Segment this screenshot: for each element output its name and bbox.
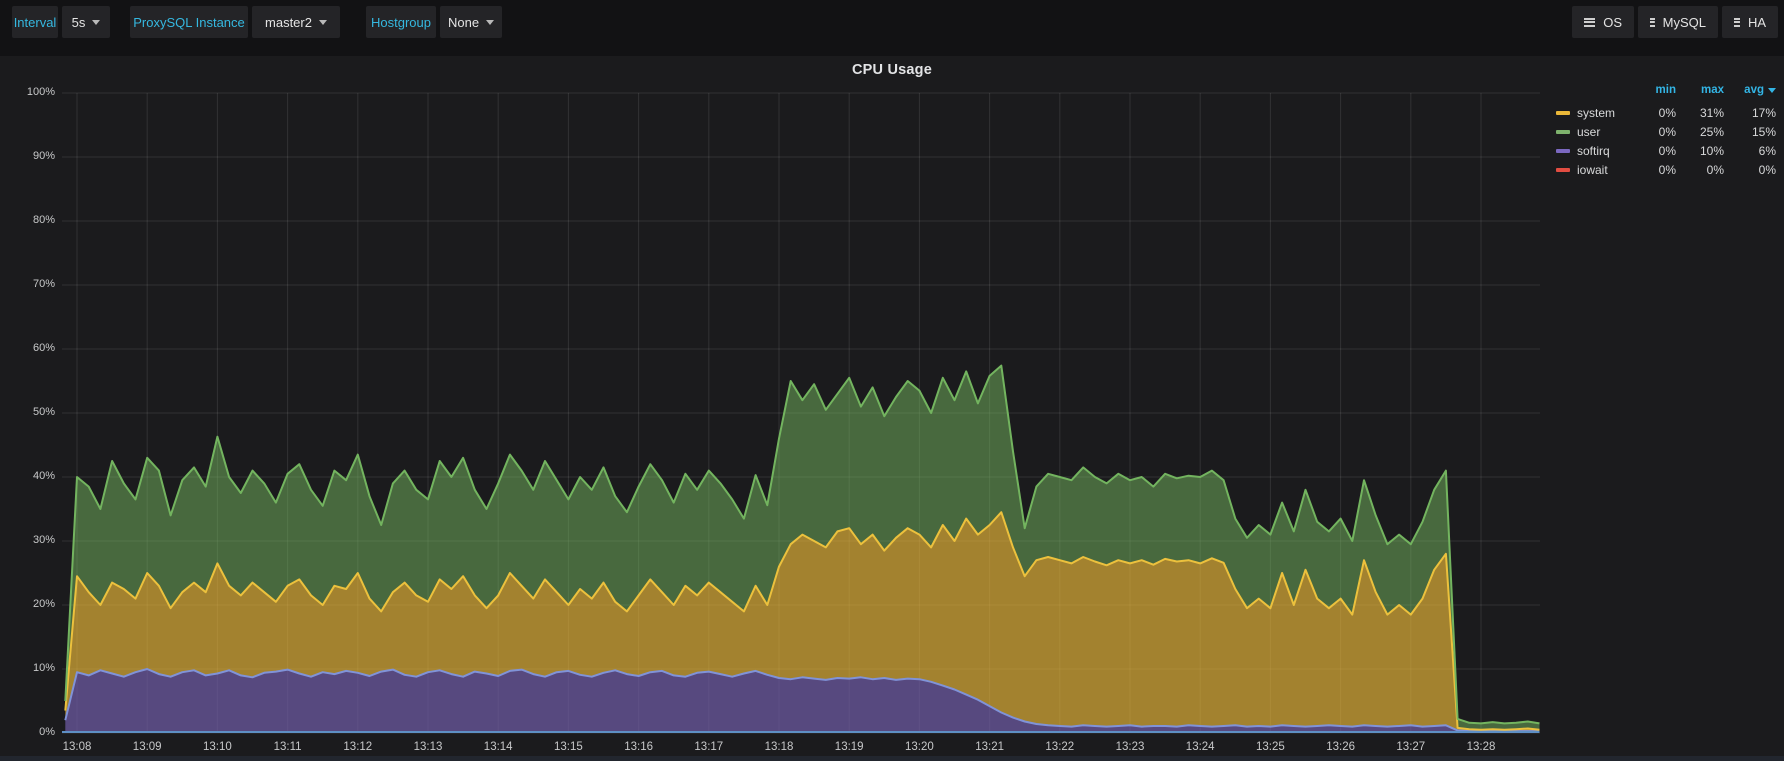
series-name[interactable]: iowait: [1577, 162, 1608, 177]
legend-sort-max[interactable]: max: [1700, 83, 1724, 96]
mysql-menu-button[interactable]: MySQL: [1638, 6, 1718, 38]
user-line: [64, 364, 1540, 725]
hostgroup-value-dropdown[interactable]: None: [440, 6, 502, 38]
hostgroup-label-button[interactable]: Hostgroup: [366, 6, 436, 38]
x-axis-tick-label: 13:14: [483, 741, 513, 753]
y-axis-tick-label: 60%: [32, 342, 55, 354]
panel-title[interactable]: CPU Usage: [852, 62, 932, 78]
x-axis-tick-label: 13:16: [624, 741, 653, 753]
series-avg-value: 6%: [1758, 143, 1776, 158]
x-axis-tick-label: 13:13: [413, 741, 443, 753]
caret-down-icon: [486, 19, 495, 25]
ha-menu-button[interactable]: HA: [1722, 6, 1778, 38]
hostgroup-value: None: [447, 14, 480, 30]
legend-header-row: min max avg: [1556, 80, 1776, 99]
menu-icon: [1734, 17, 1740, 27]
os-menu-button[interactable]: OS: [1572, 6, 1634, 38]
user-area: [65, 365, 1540, 730]
y-axis-tick-label: 50%: [32, 406, 55, 418]
legend-row-system: system 0% 31% 17%: [1556, 103, 1776, 122]
proxysql-instance-value-dropdown[interactable]: master2: [252, 6, 340, 38]
y-axis-tick-label: 10%: [32, 662, 55, 674]
x-axis-tick-label: 13:21: [975, 741, 1004, 753]
series-min-value: 0%: [1658, 143, 1676, 158]
series-max-value: 25%: [1699, 124, 1724, 139]
proxysql-instance-label-button[interactable]: ProxySQL Instance: [130, 6, 248, 38]
series-avg-value: 0%: [1758, 162, 1776, 177]
y-axis-tick-label: 30%: [32, 534, 55, 546]
x-axis-tick-label: 13:22: [1045, 741, 1075, 753]
x-axis-tick-label: 13:11: [273, 741, 302, 753]
x-axis-tick-label: 13:18: [764, 741, 794, 753]
proxysql-instance-value: master2: [265, 14, 312, 30]
series-avg-value: 15%: [1751, 124, 1776, 139]
series-max-value: 31%: [1699, 105, 1724, 120]
y-axis-tick-label: 90%: [32, 150, 55, 162]
legend-row-softirq: softirq 0% 10% 6%: [1556, 141, 1776, 160]
x-axis-tick-label: 13:15: [554, 741, 583, 753]
series-min-value: 0%: [1658, 124, 1676, 139]
mysql-menu-label: MySQL: [1662, 14, 1706, 30]
interval-value: 5s: [71, 14, 86, 30]
x-axis-tick-label: 13:09: [132, 741, 162, 753]
series-max-value: 10%: [1699, 143, 1724, 158]
x-axis-tick-label: 13:23: [1115, 741, 1145, 753]
y-axis-tick-label: 20%: [32, 598, 55, 610]
ha-menu-label: HA: [1747, 14, 1766, 30]
x-axis-tick-label: 13:25: [1256, 741, 1285, 753]
y-axis-tick-label: 0%: [39, 726, 55, 738]
hostgroup-label: Hostgroup: [371, 14, 431, 30]
y-axis-tick-label: 100%: [26, 86, 55, 98]
series-color-swatch[interactable]: [1556, 110, 1570, 115]
bottom-edge-strip: [0, 756, 1784, 761]
legend-sort-min[interactable]: min: [1655, 83, 1676, 96]
interval-label-button[interactable]: Interval: [12, 6, 58, 38]
x-axis-tick-label: 13:20: [905, 741, 934, 753]
y-axis-tick-label: 70%: [32, 278, 55, 290]
menu-icon: [1650, 17, 1655, 27]
softirq-line: [64, 668, 1540, 733]
x-axis-tick-label: 13:28: [1466, 741, 1496, 753]
menu-icon: [1584, 17, 1596, 27]
series-color-swatch[interactable]: [1556, 129, 1570, 134]
series-color-swatch[interactable]: [1556, 167, 1570, 172]
y-axis-tick-label: 40%: [32, 470, 55, 482]
x-axis-tick-label: 13:27: [1396, 741, 1426, 753]
x-axis-tick-label: 13:19: [834, 741, 864, 753]
interval-label: Interval: [13, 14, 57, 30]
interval-value-dropdown[interactable]: 5s: [62, 6, 110, 38]
x-axis-tick-label: 13:10: [203, 741, 232, 753]
softirq-area: [65, 669, 1540, 733]
x-axis-tick-label: 13:12: [343, 741, 373, 753]
series-name[interactable]: user: [1577, 124, 1601, 139]
x-axis-tick-label: 13:17: [694, 741, 724, 753]
caret-down-icon: [92, 19, 101, 25]
legend-sort-avg[interactable]: avg: [1724, 84, 1776, 96]
series-name[interactable]: system: [1577, 105, 1616, 120]
legend-row-iowait: iowait 0% 0% 0%: [1556, 160, 1776, 179]
system-area: [65, 512, 1540, 732]
legend-rows: system 0% 31% 17% user 0% 25% 15% softirq 0% 10% 6%…: [1556, 103, 1776, 179]
series-name[interactable]: softirq: [1577, 143, 1610, 158]
top-toolbar: Interval 5s ProxySQL Instance master2 Ho…: [0, 0, 1784, 56]
x-axis-tick-label: 13:24: [1185, 741, 1215, 753]
caret-down-icon: [318, 19, 327, 25]
series-avg-value: 17%: [1751, 105, 1776, 120]
series-min-value: 0%: [1658, 105, 1676, 120]
y-axis-tick-label: 80%: [32, 214, 55, 226]
x-axis-tick-label: 13:08: [62, 741, 92, 753]
series-min-value: 0%: [1658, 162, 1676, 177]
series-color-swatch[interactable]: [1556, 148, 1570, 153]
legend-row-user: user 0% 25% 15%: [1556, 122, 1776, 141]
chart-legend: min max avg system 0% 31% 17% user 0% 25% 15% so…: [1556, 80, 1776, 179]
os-menu-label: OS: [1603, 14, 1622, 30]
stacked-areas: [62, 364, 1540, 733]
series-max-value: 0%: [1706, 162, 1724, 177]
x-axis-tick-label: 13:26: [1326, 741, 1355, 753]
proxysql-instance-label: ProxySQL Instance: [133, 14, 245, 30]
system-line: [64, 511, 1540, 731]
sort-caret-down-icon: [1768, 87, 1776, 93]
